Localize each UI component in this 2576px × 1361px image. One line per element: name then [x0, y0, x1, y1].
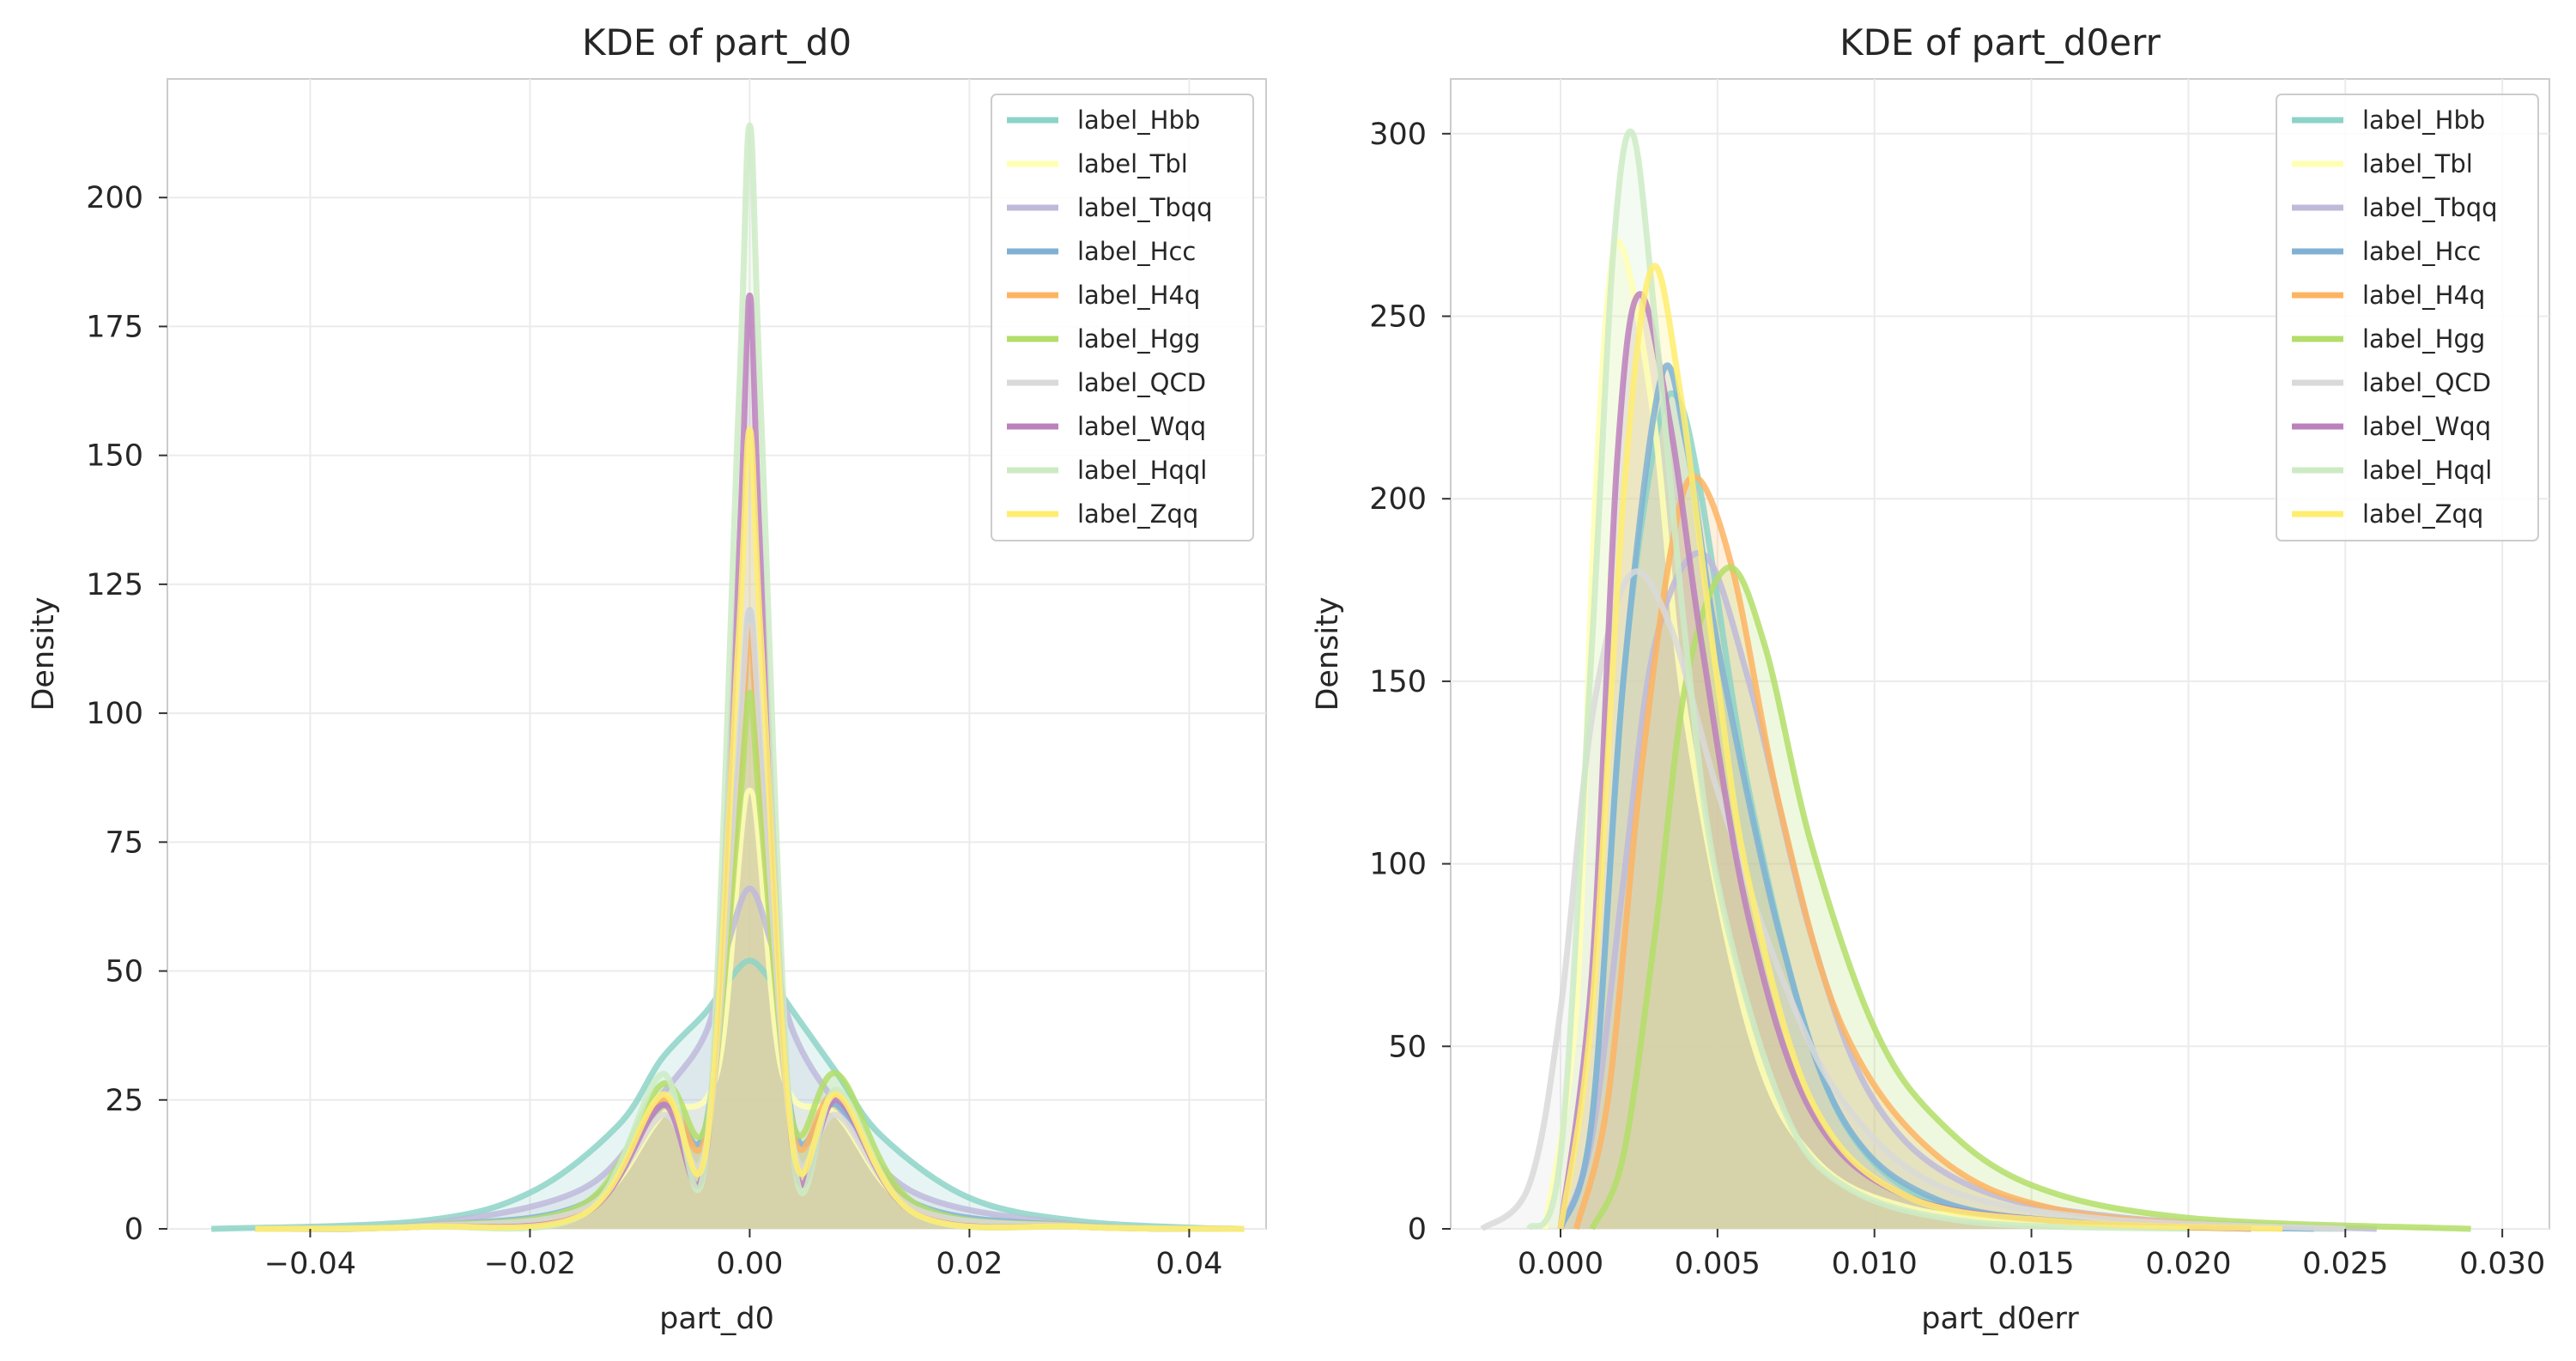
- legend-label-label-hqql: label_Hqql: [2362, 456, 2492, 485]
- y-tick-label: 100: [86, 697, 143, 731]
- x-tick-label: 0.02: [936, 1247, 1003, 1281]
- y-ticks-part-d0: 0 25 50 75 100 125 150 175 200: [86, 181, 167, 1247]
- y-tick-label: 50: [105, 955, 143, 989]
- chart-title-part-d0: KDE of part_d0: [582, 21, 852, 64]
- density-area-label-tbl: [255, 790, 1245, 1229]
- y-tick-label: 100: [1369, 848, 1427, 882]
- density-area-label-hbb: [211, 960, 1222, 1229]
- legend-label-label-qcd: label_QCD: [1077, 368, 1206, 397]
- x-ticks-part-d0: −0.04 −0.02 0.00 0.02 0.04: [264, 1229, 1222, 1281]
- x-tick-label: 0.00: [716, 1247, 783, 1281]
- legend-label-label-hgg: label_Hgg: [1077, 324, 1200, 354]
- y-tick-label: 175: [86, 310, 143, 344]
- density-line-label-hbb: [211, 958, 1222, 1232]
- y-tick-label: 75: [105, 826, 143, 860]
- density-line-label-hqql: [1526, 128, 2189, 1232]
- legend-label-label-tbl: label_Tbl: [2362, 149, 2473, 178]
- y-tick-label: 200: [86, 181, 143, 215]
- density-area-label-hgg: [1591, 567, 2471, 1229]
- y-tick-label: 50: [1388, 1030, 1427, 1064]
- legend-label-label-zqq: label_Zqq: [1077, 499, 1198, 529]
- x-tick-label: −0.02: [484, 1247, 576, 1281]
- y-axis-label-part-d0: Density: [27, 596, 61, 711]
- x-tick-label: 0.015: [1988, 1247, 2074, 1281]
- legend-label-label-wqq: label_Wqq: [1077, 412, 1206, 441]
- legend-label-label-qcd: label_QCD: [2362, 368, 2491, 397]
- density-line-label-hgg: [255, 689, 1245, 1232]
- legend-label-label-tbl: label_Tbl: [1077, 149, 1188, 178]
- y-tick-label: 300: [1369, 118, 1427, 152]
- density-area-label-wqq: [255, 295, 1245, 1229]
- legend-label-label-hbb: label_Hbb: [2362, 106, 2485, 135]
- x-tick-label: 0.025: [2302, 1247, 2388, 1281]
- density-area-label-hqql: [255, 125, 1245, 1230]
- x-ticks-part-d0err: 0.000 0.005 0.010 0.015 0.020 0.025 0.030: [1518, 1229, 2545, 1281]
- legend-label-label-h4q: label_H4q: [2362, 281, 2485, 310]
- y-tick-label: 150: [86, 439, 143, 474]
- legend-label-label-hgg: label_Hgg: [2362, 324, 2485, 354]
- density-area-label-hqql: [1529, 131, 2189, 1230]
- y-tick-label: 200: [1369, 482, 1427, 517]
- legend-label-label-hqql: label_Hqql: [1077, 456, 1207, 485]
- x-tick-label: 0.010: [1832, 1247, 1918, 1281]
- chart-panel-part-d0: −0.04 −0.02 0.00 0.02 0.04 0 25 50 75 100 125 150 1…: [27, 21, 1267, 1336]
- legend-items-part-d0: label_Hbb label_Tbl label_Tbqq label_Hcclab…: [1007, 106, 1213, 529]
- legend-label-label-hcc: label_Hcc: [2362, 237, 2481, 266]
- x-tick-label: 0.04: [1155, 1247, 1222, 1281]
- x-tick-label: 0.020: [2145, 1247, 2231, 1281]
- y-tick-label: 0: [1408, 1213, 1427, 1247]
- density-lines-part-d0: [211, 122, 1245, 1232]
- density-line-label-zqq: [255, 426, 1245, 1232]
- legend-label-label-tbqq: label_Tbqq: [2362, 193, 2498, 222]
- x-axis-label-part-d0: part_d0: [659, 1302, 774, 1336]
- density-area-label-hbb: [1561, 393, 2346, 1229]
- legend-part-d0: label_Hbb label_Tbl label_Tbqq label_Hcclab…: [991, 94, 1254, 541]
- legend-label-label-tbqq: label_Tbqq: [1077, 193, 1213, 222]
- density-area-label-wqq: [1561, 293, 2252, 1230]
- x-tick-label: 0.005: [1675, 1247, 1761, 1281]
- x-tick-label: 0.000: [1518, 1247, 1603, 1281]
- legend-label-label-hbb: label_Hbb: [1077, 106, 1200, 135]
- y-tick-label: 0: [124, 1213, 143, 1247]
- density-area-label-tbl: [1544, 241, 2252, 1230]
- legend-label-label-wqq: label_Wqq: [2362, 412, 2491, 441]
- density-area-label-qcd: [255, 609, 1245, 1229]
- density-area-label-zqq: [255, 429, 1245, 1230]
- x-tick-label: 0.030: [2459, 1247, 2545, 1281]
- y-tick-label: 125: [86, 568, 143, 602]
- y-tick-label: 250: [1369, 300, 1427, 335]
- density-area-label-h4q: [255, 626, 1245, 1229]
- legend-label-label-hcc: label_Hcc: [1077, 237, 1196, 266]
- density-lines-part-d0err: [1480, 128, 2471, 1232]
- chart-title-part-d0err: KDE of part_d0err: [1840, 21, 2161, 64]
- density-line-label-qcd: [1480, 568, 2346, 1232]
- legend-label-label-zqq: label_Zqq: [2362, 499, 2483, 529]
- density-line-label-h4q: [1573, 474, 2283, 1232]
- y-ticks-part-d0err: 0 50 100 150 200 250 300: [1369, 118, 1451, 1247]
- density-line-label-tbqq: [255, 885, 1245, 1232]
- density-line-label-zqq: [1557, 263, 2283, 1232]
- y-tick-label: 25: [105, 1084, 143, 1118]
- y-axis-label-part-d0err: Density: [1311, 596, 1345, 711]
- density-line-label-hgg: [1589, 564, 2471, 1232]
- legend-part-d0err: label_Hbb label_Tbl label_Tbqq label_Hcclab…: [2276, 94, 2539, 541]
- y-tick-label: 150: [1369, 665, 1427, 699]
- chart-panel-part-d0err: 0.000 0.005 0.010 0.015 0.020 0.025 0.030 0 50 1…: [1311, 21, 2550, 1336]
- legend-label-label-h4q: label_H4q: [1077, 281, 1200, 310]
- legend-items-part-d0err: label_Hbb label_Tbl label_Tbqq label_Hcclab…: [2292, 106, 2498, 529]
- density-area-label-hcc: [255, 609, 1245, 1229]
- x-tick-label: −0.04: [264, 1247, 356, 1281]
- x-axis-label-part-d0err: part_d0err: [1921, 1302, 2079, 1336]
- density-area-label-tbqq: [255, 888, 1245, 1230]
